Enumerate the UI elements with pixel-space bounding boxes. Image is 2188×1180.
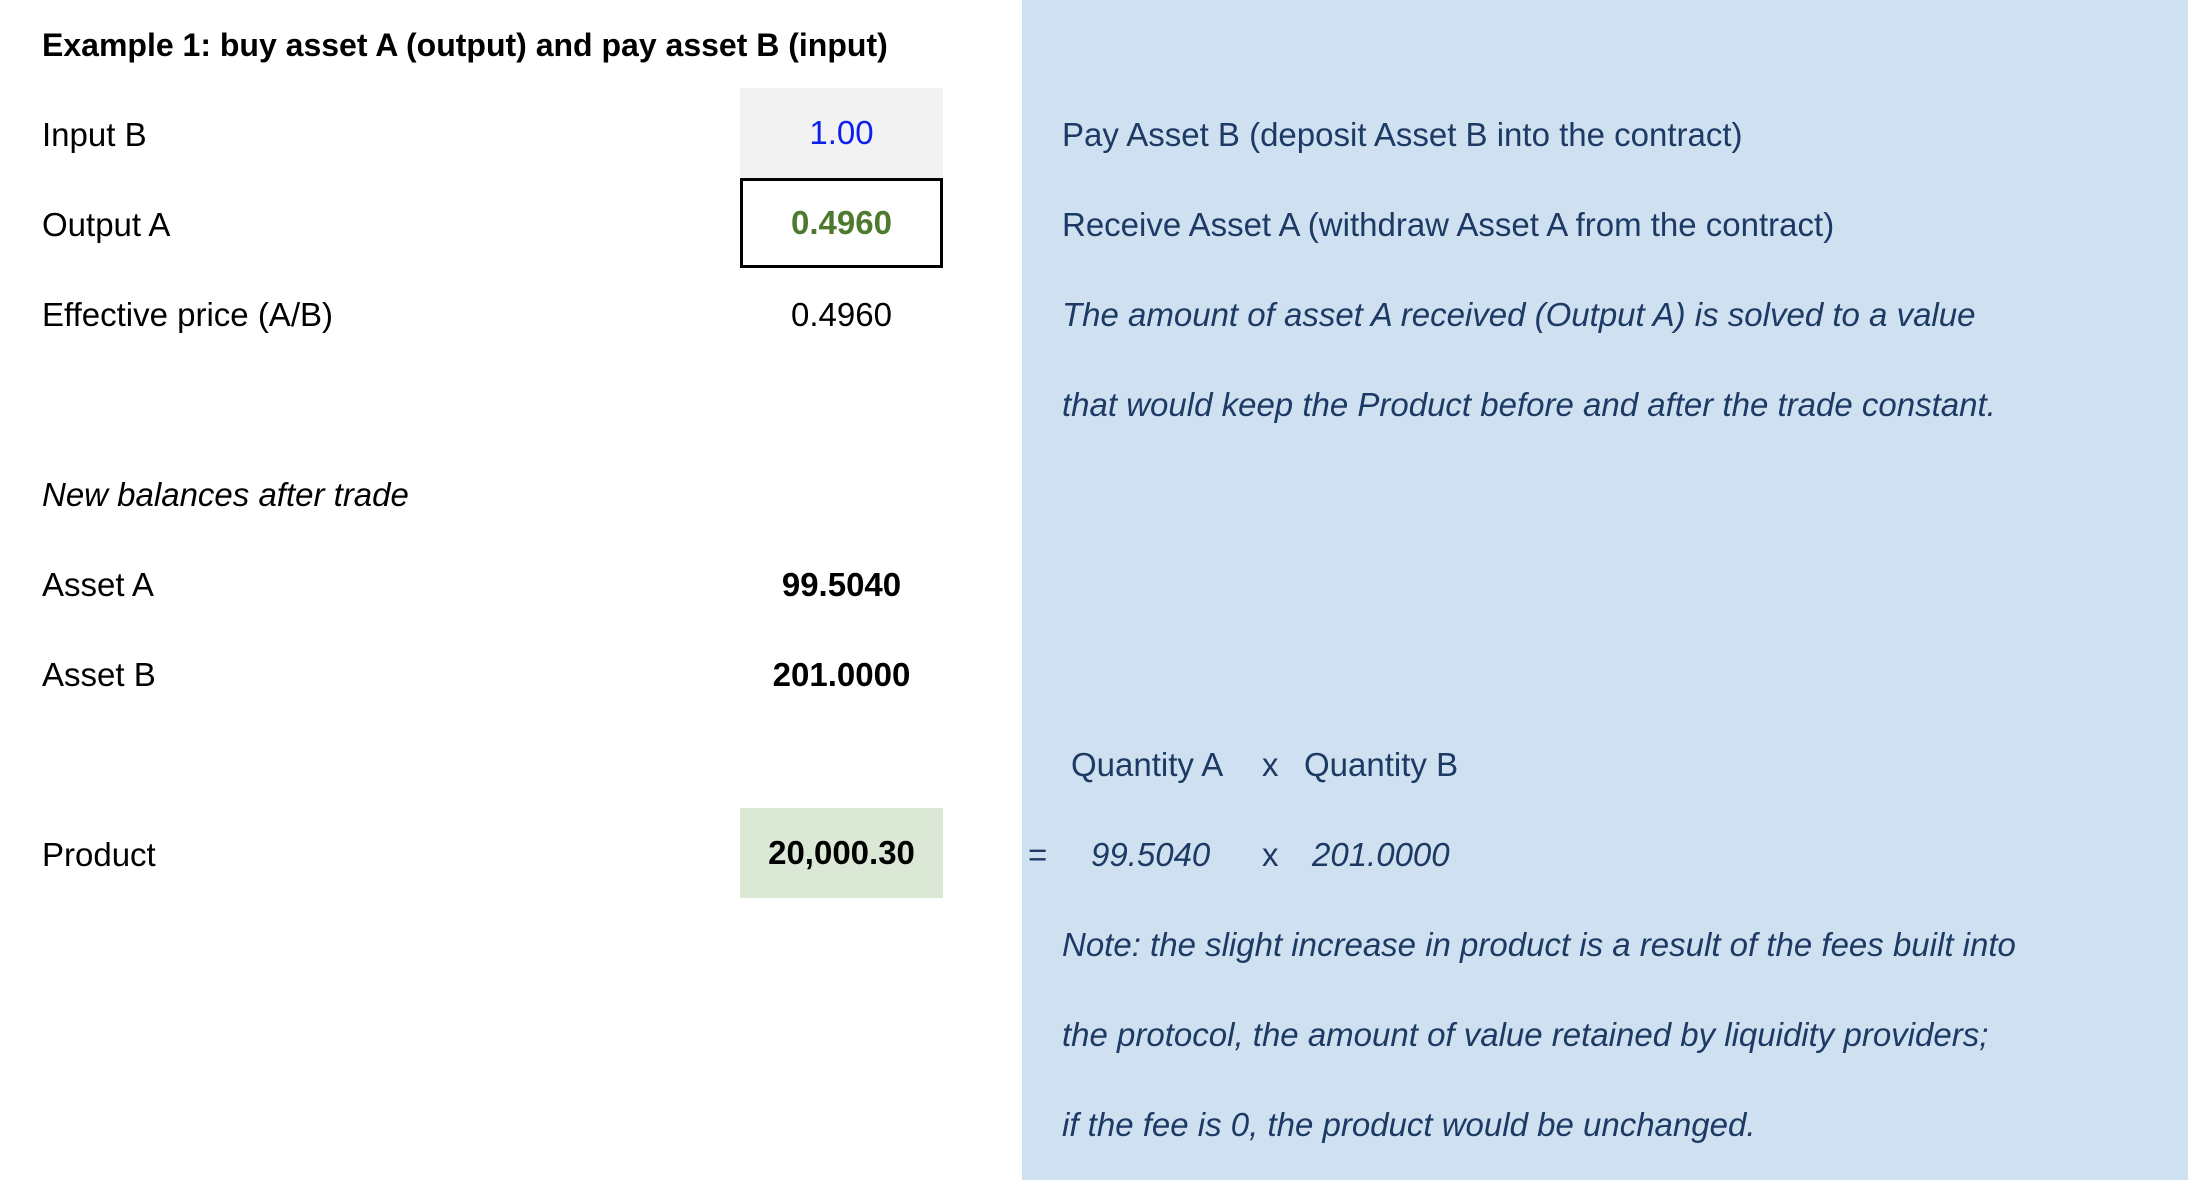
output-a-note: Receive Asset A (withdraw Asset A from t… (1062, 206, 1835, 243)
input-b-cell[interactable]: 1.00 (740, 88, 943, 178)
asset-b-cell[interactable]: 201.0000 (772, 656, 911, 693)
example-title: Example 1: buy asset A (output) and pay … (42, 27, 888, 63)
formula-header-qty-a: Quantity A (1071, 746, 1224, 783)
formula-equals: = (1028, 836, 1048, 873)
new-balances-heading: New balances after trade (42, 476, 409, 513)
formula-header-op: x (1262, 746, 1279, 783)
solve-note-line1: The amount of asset A received (Output A… (1062, 296, 1976, 333)
explanation-panel (1022, 0, 2188, 1180)
formula-value-a: 99.5040 (1091, 836, 1211, 873)
asset-a-cell[interactable]: 99.5040 (781, 566, 902, 603)
product-label: Product (42, 836, 156, 873)
fee-note-line2: the protocol, the amount of value retain… (1062, 1016, 1989, 1053)
input-b-label: Input B (42, 116, 147, 153)
asset-b-label: Asset B (42, 656, 156, 693)
fee-note-line1: Note: the slight increase in product is … (1062, 926, 2016, 963)
formula-value-b: 201.0000 (1312, 836, 1450, 873)
effective-price-label: Effective price (A/B) (42, 296, 333, 333)
solve-note-line2: that would keep the Product before and a… (1062, 386, 1996, 423)
fee-note-line3: if the fee is 0, the product would be un… (1062, 1106, 1756, 1143)
asset-a-label: Asset A (42, 566, 154, 603)
input-b-note: Pay Asset B (deposit Asset B into the co… (1062, 116, 1743, 153)
product-cell[interactable]: 20,000.30 (740, 808, 943, 898)
output-a-label: Output A (42, 206, 171, 243)
formula-header-qty-b: Quantity B (1304, 746, 1459, 783)
output-a-cell[interactable]: 0.4960 (740, 178, 943, 268)
effective-price-cell[interactable]: 0.4960 (791, 296, 892, 333)
formula-op: x (1262, 836, 1279, 873)
